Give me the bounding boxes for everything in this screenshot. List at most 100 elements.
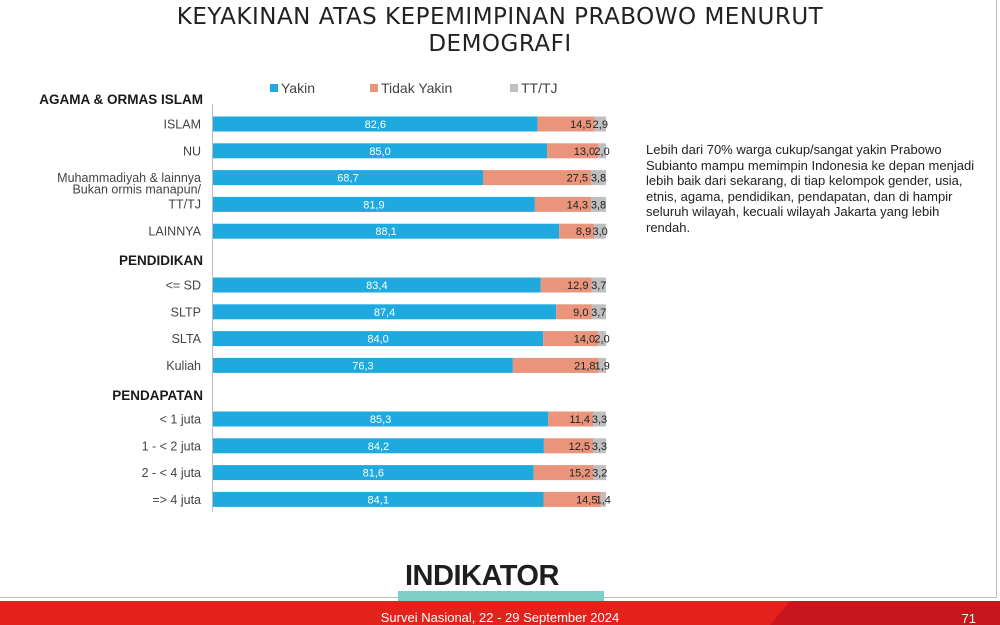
data-label: 13,0 bbox=[574, 146, 595, 158]
group-header: PENDAPATAN bbox=[112, 388, 203, 403]
page-number: 71 bbox=[961, 611, 976, 625]
data-label: 8,9 bbox=[576, 226, 591, 238]
bar-segment bbox=[213, 196, 535, 212]
category-label: NU bbox=[183, 144, 201, 158]
bar-segment bbox=[543, 331, 599, 347]
bar-segment bbox=[598, 143, 606, 159]
data-label: 2,9 bbox=[593, 119, 608, 131]
bar-segment bbox=[213, 304, 557, 320]
category-label: 2 - < 4 juta bbox=[142, 466, 201, 480]
bar-segment bbox=[482, 170, 592, 186]
category-label: Bukan ormis manapun/ bbox=[72, 182, 201, 196]
indikator-logo: INDIKATOR bbox=[405, 560, 559, 592]
bar-segment bbox=[213, 143, 548, 159]
data-label: 12,9 bbox=[567, 280, 588, 292]
data-label: 3,7 bbox=[591, 307, 606, 319]
data-label: 3,8 bbox=[591, 173, 606, 185]
category-label: Kuliah bbox=[166, 359, 201, 373]
bar-segment bbox=[547, 143, 599, 159]
bar-segment bbox=[594, 116, 606, 132]
legend-label-tidak-yakin: Tidak Yakin bbox=[381, 80, 453, 96]
chart-title: KEYAKINAN ATAS KEPEMIMPINAN PRABOWO MENU… bbox=[0, 4, 1000, 58]
bar-segment bbox=[543, 438, 594, 454]
category-label: SLTP bbox=[171, 305, 201, 319]
data-label: 84,1 bbox=[368, 494, 389, 506]
data-label: 81,9 bbox=[363, 199, 384, 211]
bar-segment bbox=[593, 411, 606, 427]
data-label: 12,5 bbox=[569, 441, 590, 453]
category-label: <= SD bbox=[166, 279, 201, 293]
category-label: ISLAM bbox=[163, 118, 201, 132]
data-label: 88,1 bbox=[375, 226, 396, 238]
bar-segment bbox=[537, 116, 595, 132]
data-label: 87,4 bbox=[374, 307, 395, 319]
bar-segment bbox=[591, 170, 606, 186]
category-label: TT/TJ bbox=[168, 197, 201, 211]
data-label: 3,3 bbox=[592, 414, 607, 426]
chart-title-line-1: KEYAKINAN ATAS KEPEMIMPINAN PRABOWO MENU… bbox=[176, 4, 824, 30]
bar-segment bbox=[591, 277, 606, 293]
bar-segment bbox=[213, 465, 534, 481]
bar-segment bbox=[533, 465, 594, 481]
data-label: 2,0 bbox=[594, 334, 609, 346]
data-label: 14,5 bbox=[570, 119, 591, 131]
data-label: 15,2 bbox=[569, 468, 590, 480]
bar-segment bbox=[598, 357, 606, 373]
data-label: 81,6 bbox=[363, 468, 384, 480]
category-label: < 1 juta bbox=[160, 413, 201, 427]
legend-swatch-tidak-yakin bbox=[370, 84, 378, 92]
category-label: 1 - < 2 juta bbox=[142, 439, 201, 453]
category-label: => 4 juta bbox=[152, 493, 201, 507]
legend-label-tt-tj: TT/TJ bbox=[521, 80, 558, 96]
bar-segment bbox=[559, 223, 595, 239]
legend-item-tidak-yakin: Tidak Yakin bbox=[370, 80, 452, 96]
data-label: 82,6 bbox=[365, 119, 386, 131]
group-header: PENDIDIKAN bbox=[119, 253, 203, 268]
data-label: 1,9 bbox=[595, 360, 610, 372]
footer-bar: Survei Nasional, 22 - 29 September 2024 … bbox=[0, 601, 1000, 625]
bar-segment bbox=[213, 438, 544, 454]
legend-swatch-tt-tj bbox=[510, 84, 518, 92]
data-label: 14,0 bbox=[574, 334, 595, 346]
data-label: 9,0 bbox=[573, 307, 588, 319]
bar-segment bbox=[556, 304, 592, 320]
legend-swatch-yakin bbox=[270, 84, 278, 92]
bar-segment bbox=[213, 116, 538, 132]
bar-segment bbox=[213, 223, 560, 239]
data-label: 84,0 bbox=[367, 334, 388, 346]
data-label: 3,8 bbox=[591, 199, 606, 211]
data-label: 3,3 bbox=[592, 441, 607, 453]
data-label: 11,4 bbox=[569, 414, 590, 426]
chart-title-line-2: DEMOGRAFI bbox=[428, 31, 572, 57]
category-label: LAINNYA bbox=[148, 225, 201, 239]
data-label: 27,5 bbox=[567, 173, 588, 185]
data-label: 76,3 bbox=[352, 360, 373, 372]
bar-segment bbox=[213, 331, 544, 347]
bar-segment bbox=[593, 438, 606, 454]
bar-segment bbox=[213, 411, 549, 427]
data-label: 85,0 bbox=[369, 146, 390, 158]
data-label: 14,5 bbox=[576, 494, 597, 506]
data-label: 85,3 bbox=[370, 414, 391, 426]
category-label: SLTA bbox=[172, 332, 202, 346]
legend-item-tt-tj: TT/TJ bbox=[510, 80, 558, 96]
data-label: 68,7 bbox=[337, 173, 358, 185]
data-label: 3,7 bbox=[591, 280, 606, 292]
bar-segment bbox=[591, 196, 606, 212]
bar-segment bbox=[594, 223, 606, 239]
bar-segment bbox=[600, 491, 606, 507]
data-label: 3,2 bbox=[592, 468, 607, 480]
bar-segment bbox=[548, 411, 594, 427]
logo-underline bbox=[398, 591, 604, 603]
data-label: 84,2 bbox=[368, 441, 389, 453]
bar-segment bbox=[593, 465, 606, 481]
data-label: 2,0 bbox=[594, 146, 609, 158]
group-header: AGAMA & ORMAS ISLAM bbox=[39, 92, 203, 107]
bar-segment bbox=[213, 491, 544, 507]
footer-survey-text: Survei Nasional, 22 - 29 September 2024 bbox=[380, 610, 620, 625]
data-label: 14,3 bbox=[567, 199, 588, 211]
legend-item-yakin: Yakin bbox=[270, 80, 315, 96]
bar-segment bbox=[591, 304, 606, 320]
bar-segment bbox=[213, 357, 513, 373]
